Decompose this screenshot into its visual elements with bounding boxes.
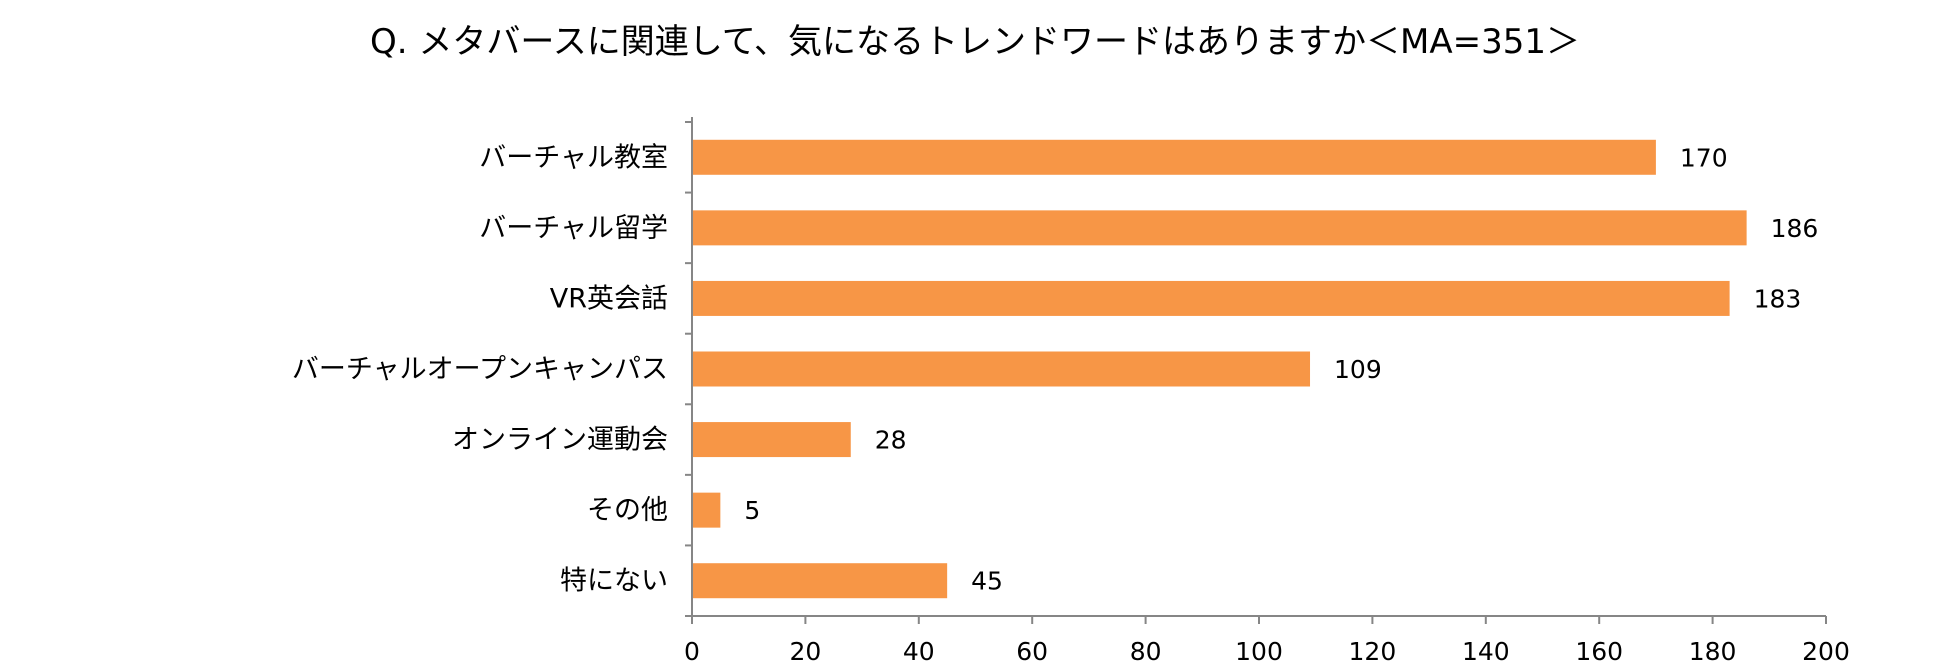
data-label-6: 45 xyxy=(971,567,1003,596)
data-label-0: 170 xyxy=(1680,143,1728,172)
category-label-5: その他 xyxy=(587,495,668,526)
bar-1 xyxy=(692,210,1747,246)
category-label-0: バーチャル教室 xyxy=(479,142,668,173)
x-tick-label-2: 40 xyxy=(903,637,935,666)
x-tick-label-3: 60 xyxy=(1016,637,1048,666)
chart-title: Q. メタバースに関連して、気になるトレンドワードはありますか＜MA=351＞ xyxy=(370,22,1580,62)
category-label-2: VR英会話 xyxy=(550,283,668,314)
data-label-3: 109 xyxy=(1334,355,1382,384)
x-tick-label-9: 180 xyxy=(1689,637,1737,666)
x-tick-label-5: 100 xyxy=(1235,637,1283,666)
axes: 0 20 40 60 80 100 120 140 160 180 200 xyxy=(684,117,1850,666)
bar-5 xyxy=(692,492,721,528)
category-label-3: バーチャルオープンキャンパス xyxy=(292,354,668,385)
bar-4 xyxy=(692,422,851,458)
bars-layer xyxy=(692,139,1747,599)
x-tick-label-6: 120 xyxy=(1349,637,1397,666)
category-label-6: 特にない xyxy=(560,566,668,597)
bar-2 xyxy=(692,280,1730,316)
data-label-2: 183 xyxy=(1754,284,1802,313)
data-label-1: 186 xyxy=(1771,214,1819,243)
bar-3 xyxy=(692,351,1311,387)
x-tick-label-8: 160 xyxy=(1575,637,1623,666)
x-tick-label-0: 0 xyxy=(684,637,700,666)
x-tick-label-7: 140 xyxy=(1462,637,1510,666)
x-tick-label-4: 80 xyxy=(1130,637,1162,666)
category-label-4: オンライン運動会 xyxy=(452,425,668,456)
data-label-5: 5 xyxy=(744,496,760,525)
bar-0 xyxy=(692,139,1656,175)
x-tick-label-1: 20 xyxy=(789,637,821,666)
category-label-1: バーチャル留学 xyxy=(479,213,668,244)
data-labels: 170 186 183 109 28 5 45 xyxy=(744,143,1818,595)
bar-6 xyxy=(692,563,948,599)
data-label-4: 28 xyxy=(875,426,907,455)
x-tick-label-10: 200 xyxy=(1802,637,1850,666)
